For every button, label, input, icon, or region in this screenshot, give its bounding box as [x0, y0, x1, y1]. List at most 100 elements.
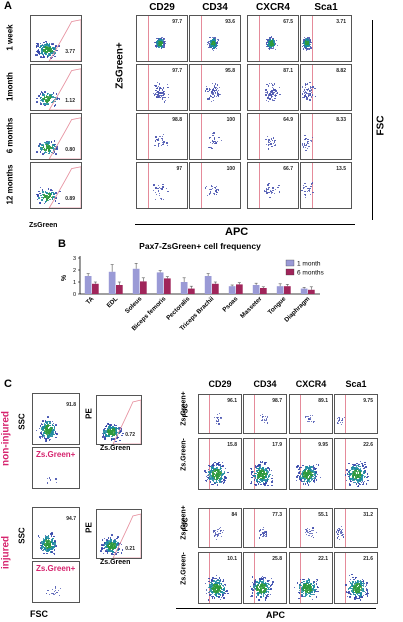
scatter-dot: [221, 477, 223, 480]
scatter-dot: [48, 424, 50, 427]
scatter-dot: [44, 49, 46, 51]
scatter-dot: [223, 472, 226, 474]
scatter-dot: [212, 47, 214, 49]
scatter-dot: [342, 533, 344, 536]
scatter-dot: [359, 599, 362, 601]
scatter-dot: [46, 142, 48, 144]
scatter-dot: [43, 434, 45, 437]
scatter-dot: [45, 425, 47, 427]
scatter-dot: [159, 92, 161, 95]
panel-a-apc-line: [135, 224, 355, 225]
scatter-dot: [52, 46, 55, 49]
scatter-dot: [272, 93, 274, 95]
scatter-dot: [48, 94, 51, 96]
scatter-dot: [53, 433, 55, 436]
row-label-zsgreen-neg: Zs.Green-: [181, 435, 188, 475]
scatter-dot: [42, 93, 44, 95]
scatter-dot: [158, 83, 160, 85]
scatter-dot: [308, 528, 311, 531]
scatter-dot: [42, 143, 45, 146]
scatter-dot: [50, 141, 53, 143]
scatter-dot: [37, 194, 39, 196]
scatter-dot: [307, 585, 309, 587]
scatter-dot: [264, 91, 267, 93]
scatter-dot: [309, 586, 311, 588]
scatter-dot: [40, 426, 43, 429]
scatter-dot: [40, 91, 43, 93]
scatter-dot: [208, 137, 211, 140]
scatter-dot: [309, 89, 312, 92]
scatter-dot: [306, 142, 308, 144]
scatter-dot: [162, 183, 164, 185]
scatter-dot: [210, 45, 212, 47]
scatter-dot: [213, 464, 216, 467]
scatter-dot: [214, 90, 216, 92]
scatter-dot: [250, 482, 252, 485]
scatter-dot: [222, 465, 224, 467]
scatter-dot: [224, 476, 226, 478]
scatter-dot: [43, 44, 46, 47]
scatter-dot: [50, 193, 53, 195]
scatter-dot: [265, 476, 267, 478]
scatter-dot: [159, 188, 161, 190]
scatter-dot: [310, 89, 313, 91]
row-label-text: Zs.Green-: [180, 438, 188, 471]
scatter-dot: [267, 85, 269, 87]
scatter-dot: [51, 196, 53, 199]
column-header-cd29: CD29: [149, 2, 175, 13]
scatter-dot: [307, 97, 309, 99]
scatter-dot: [36, 97, 38, 100]
scatter-dot: [310, 536, 313, 538]
scatter-dot: [53, 151, 56, 153]
scatter-dot: [46, 145, 48, 147]
scatter-dot: [39, 437, 42, 440]
scatter-dot: [207, 599, 210, 601]
scatter-dot: [267, 582, 269, 585]
scatter-dot: [50, 548, 52, 551]
scatter-dot: [57, 97, 59, 100]
scatter-dot: [276, 93, 278, 95]
scatter-dot: [45, 96, 47, 98]
scatter-dot: [48, 151, 51, 153]
scatter-dot: [53, 53, 56, 56]
scatter-dot: [41, 44, 43, 47]
pe-axis-label: PE: [84, 522, 94, 533]
scatter-dot: [157, 184, 160, 186]
scatter-dot: [362, 482, 365, 484]
scatter-dot: [251, 592, 254, 594]
flow-plot-marker: 66.7: [247, 162, 299, 209]
scatter-dot: [36, 198, 39, 201]
scatter-dot: [44, 50, 47, 52]
scatter-dot: [309, 187, 311, 189]
scatter-dot: [305, 40, 307, 42]
scatter-dot: [160, 44, 162, 46]
flow-plot-zsgreen-pos: Zs.Green+: [32, 561, 80, 603]
scatter-dot: [46, 421, 49, 423]
gate-percent: 100: [226, 166, 235, 172]
scatter-dot: [362, 582, 364, 584]
scatter-dot: [156, 44, 158, 47]
scatter-dot: [50, 50, 52, 53]
scatter-dot: [270, 470, 273, 472]
scatter-dot: [263, 477, 265, 479]
scatter-dot: [313, 481, 316, 483]
scatter-dot: [272, 84, 274, 86]
scatter-dot: [312, 589, 315, 591]
scatter-dot: [207, 98, 209, 100]
scatter-dot: [366, 595, 369, 597]
scatter-dot: [315, 578, 318, 581]
scatter-dot: [310, 86, 312, 88]
scatter-dot: [307, 39, 309, 41]
scatter-dot: [350, 480, 352, 482]
scatter-dot: [42, 44, 44, 47]
scatter-dot: [39, 186, 42, 189]
scatter-dot: [38, 94, 41, 97]
scatter-dot: [35, 46, 38, 48]
scatter-dot: [48, 477, 51, 479]
scatter-dot: [162, 39, 164, 42]
scatter-dot: [54, 590, 56, 593]
scatter-dot: [307, 49, 310, 51]
scatter-dot: [267, 92, 269, 94]
scatter-dot: [43, 102, 46, 105]
scatter-dot: [43, 41, 45, 44]
